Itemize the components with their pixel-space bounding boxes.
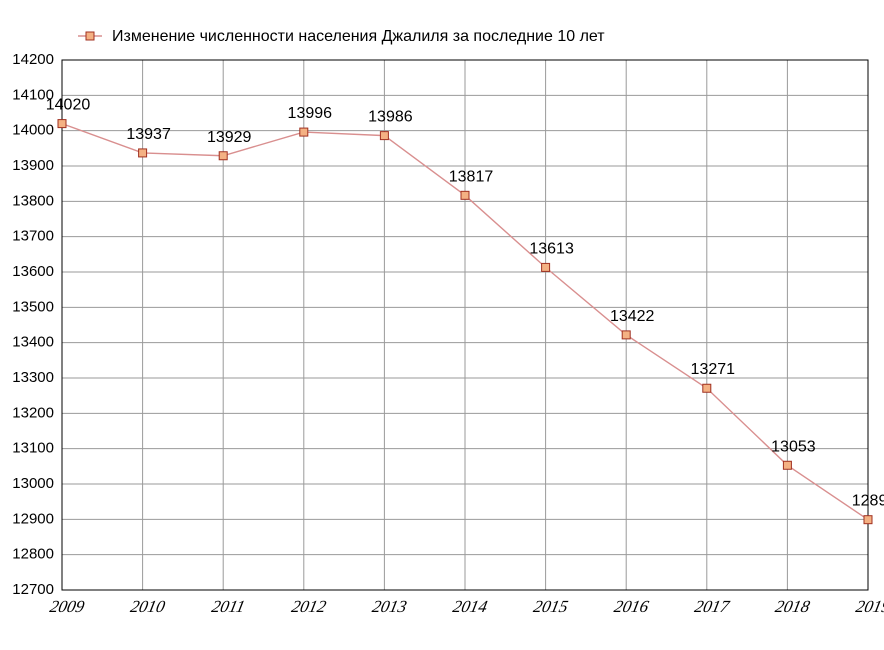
x-tick-label: 2019 (854, 597, 884, 616)
data-marker (542, 263, 550, 271)
y-tick-label: 13400 (12, 334, 54, 351)
data-label: 13937 (126, 126, 171, 143)
chart-background (0, 0, 884, 650)
x-tick-label: 2017 (693, 597, 732, 616)
x-tick: 2018 (774, 597, 812, 616)
data-marker (703, 384, 711, 392)
data-label: 13996 (288, 105, 333, 122)
x-tick: 2019 (854, 597, 884, 616)
data-label: 13986 (368, 109, 413, 126)
data-marker (380, 132, 388, 140)
data-label: 13817 (449, 168, 494, 185)
data-label: 13271 (691, 361, 736, 378)
data-label: 14020 (46, 97, 91, 114)
y-tick-label: 13600 (12, 263, 54, 280)
data-marker (461, 191, 469, 199)
y-tick-label: 13200 (12, 404, 54, 421)
x-tick-label: 2016 (612, 597, 650, 616)
x-tick-label: 2018 (774, 597, 812, 616)
y-tick-label: 14000 (12, 122, 54, 139)
data-marker (300, 128, 308, 136)
y-tick-label: 13900 (12, 157, 54, 174)
x-tick: 2013 (371, 597, 409, 616)
data-label: 12899 (852, 493, 884, 510)
legend-marker-icon (86, 32, 94, 40)
y-tick-label: 13100 (12, 440, 54, 457)
x-tick-label: 2010 (129, 597, 167, 616)
x-tick-label: 2009 (48, 597, 86, 616)
y-tick-label: 13800 (12, 192, 54, 209)
y-tick-label: 13000 (12, 475, 54, 492)
x-tick: 2010 (129, 597, 167, 616)
y-tick-label: 13500 (12, 298, 54, 315)
y-tick-label: 13700 (12, 228, 54, 245)
y-tick-label: 12800 (12, 546, 54, 563)
data-label: 13422 (610, 308, 655, 325)
data-marker (58, 120, 66, 128)
x-tick: 2011 (210, 597, 247, 616)
x-tick-label: 2013 (371, 597, 409, 616)
x-tick: 2012 (290, 597, 328, 616)
data-marker (219, 152, 227, 160)
y-tick-label: 12900 (12, 510, 54, 527)
x-tick-label: 2012 (290, 597, 328, 616)
chart-container: 12700 12800 12900 13000 13100 13200 13300 13400… (0, 0, 884, 650)
x-tick: 2014 (451, 597, 489, 616)
data-marker (139, 149, 147, 157)
data-label: 13053 (771, 438, 816, 455)
data-marker (783, 461, 791, 469)
y-tick-label: 14200 (12, 51, 54, 68)
y-tick-label: 12700 (12, 581, 54, 598)
data-marker (864, 516, 872, 524)
x-tick-label: 2011 (210, 597, 247, 616)
data-label: 13613 (529, 240, 574, 257)
x-tick: 2017 (693, 597, 732, 616)
legend: Изменение численности населения Джалиля … (78, 28, 605, 45)
x-tick-label: 2014 (451, 597, 489, 616)
population-chart: 12700 12800 12900 13000 13100 13200 13300 13400… (0, 0, 884, 650)
data-label: 13929 (207, 129, 252, 146)
y-tick-label: 13300 (12, 369, 54, 386)
x-tick: 2016 (612, 597, 650, 616)
x-tick-label: 2015 (532, 597, 570, 616)
legend-label: Изменение численности населения Джалиля … (112, 28, 605, 45)
x-tick: 2009 (48, 597, 86, 616)
data-marker (622, 331, 630, 339)
x-tick: 2015 (532, 597, 570, 616)
